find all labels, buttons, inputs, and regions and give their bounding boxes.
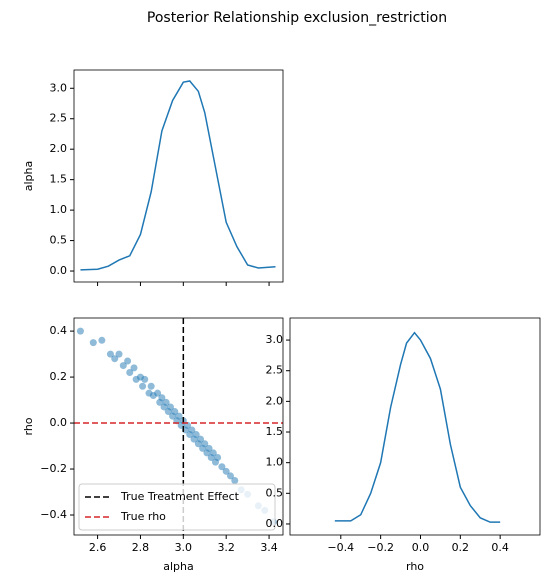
axes-frame (73, 317, 284, 536)
x-tick-label: 0.2 (452, 541, 470, 554)
scatter-point (162, 398, 170, 406)
y-tick-label: −0.4 (40, 508, 67, 521)
y-tick-label: 3.0 (50, 81, 68, 94)
figure-title: Posterior Relationship exclusion_restric… (147, 10, 447, 26)
x-tick-label: 0.4 (491, 541, 509, 554)
scatter-point (209, 449, 217, 457)
scatter-point (231, 477, 239, 485)
x-tick-label: −0.4 (327, 541, 354, 554)
y-tick-label: 0.0 (50, 416, 68, 429)
y-tick-label: 1.0 (50, 203, 68, 216)
kde-line (334, 331, 501, 523)
y-tick-label: 0.2 (50, 370, 68, 383)
scatter-point (205, 444, 213, 452)
y-tick-label: 3.0 (266, 333, 284, 346)
x-tick-label: 0.0 (412, 541, 430, 554)
x-tick-label: 3.2 (217, 541, 235, 554)
axes-frame (289, 317, 541, 536)
kde-line (80, 80, 276, 271)
legend-label: True rho (120, 510, 166, 523)
legend-box (78, 483, 276, 531)
y-tick-label: −0.2 (40, 462, 67, 475)
scatter-point (188, 426, 196, 434)
scatter-point (119, 362, 127, 370)
scatter-point (214, 454, 222, 462)
plot-area (334, 331, 501, 523)
y-axis-label: rho (22, 417, 35, 435)
y-tick-label: 0.5 (266, 486, 284, 499)
y-tick-label: 2.0 (266, 394, 284, 407)
scatter-point (98, 336, 106, 344)
scatter-point (166, 403, 174, 411)
scatter-point (89, 339, 97, 347)
scatter-point (226, 472, 234, 480)
x-tick-label: 2.6 (89, 541, 107, 554)
y-tick-label: 0.4 (50, 324, 68, 337)
y-tick-label: 1.0 (266, 456, 284, 469)
scatter-point (124, 357, 132, 365)
scatter-point (106, 350, 114, 358)
y-axis-label: alpha (22, 161, 35, 192)
scatter-point (222, 467, 230, 475)
scatter-point (171, 408, 179, 416)
x-axis-label: rho (406, 560, 424, 573)
scatter-point (139, 382, 147, 390)
scatter-point (76, 327, 84, 335)
scatter-point (111, 355, 119, 363)
scatter-point (115, 350, 123, 358)
x-tick-label: −0.2 (367, 541, 394, 554)
y-tick-label: 0.5 (50, 234, 68, 247)
legend-label: True Treatment Effect (120, 490, 240, 503)
scatter-point (196, 435, 204, 443)
y-tick-label: 2.0 (50, 142, 68, 155)
y-tick-label: 1.5 (266, 425, 284, 438)
y-tick-label: 0.0 (266, 517, 284, 530)
scatter-point (175, 412, 183, 420)
y-tick-label: 2.5 (50, 112, 68, 125)
scatter-point (158, 394, 166, 402)
x-tick-label: 2.8 (132, 541, 150, 554)
scatter-point (130, 364, 138, 372)
scatter-point (126, 368, 134, 376)
y-tick-label: 0.0 (50, 264, 68, 277)
plot-area (80, 80, 276, 271)
y-tick-label: 1.5 (50, 173, 68, 186)
scatter-point (147, 382, 155, 390)
scatter-point (192, 431, 200, 439)
scatter-point (141, 375, 149, 383)
x-axis-label: alpha (163, 560, 194, 573)
x-tick-label: 3.4 (260, 541, 278, 554)
scatter-point (218, 463, 226, 471)
scatter-point (201, 440, 209, 448)
y-tick-label: 2.5 (266, 364, 284, 377)
axes-frame (73, 69, 284, 283)
scatter-point (154, 389, 162, 397)
x-tick-label: 3.0 (175, 541, 193, 554)
